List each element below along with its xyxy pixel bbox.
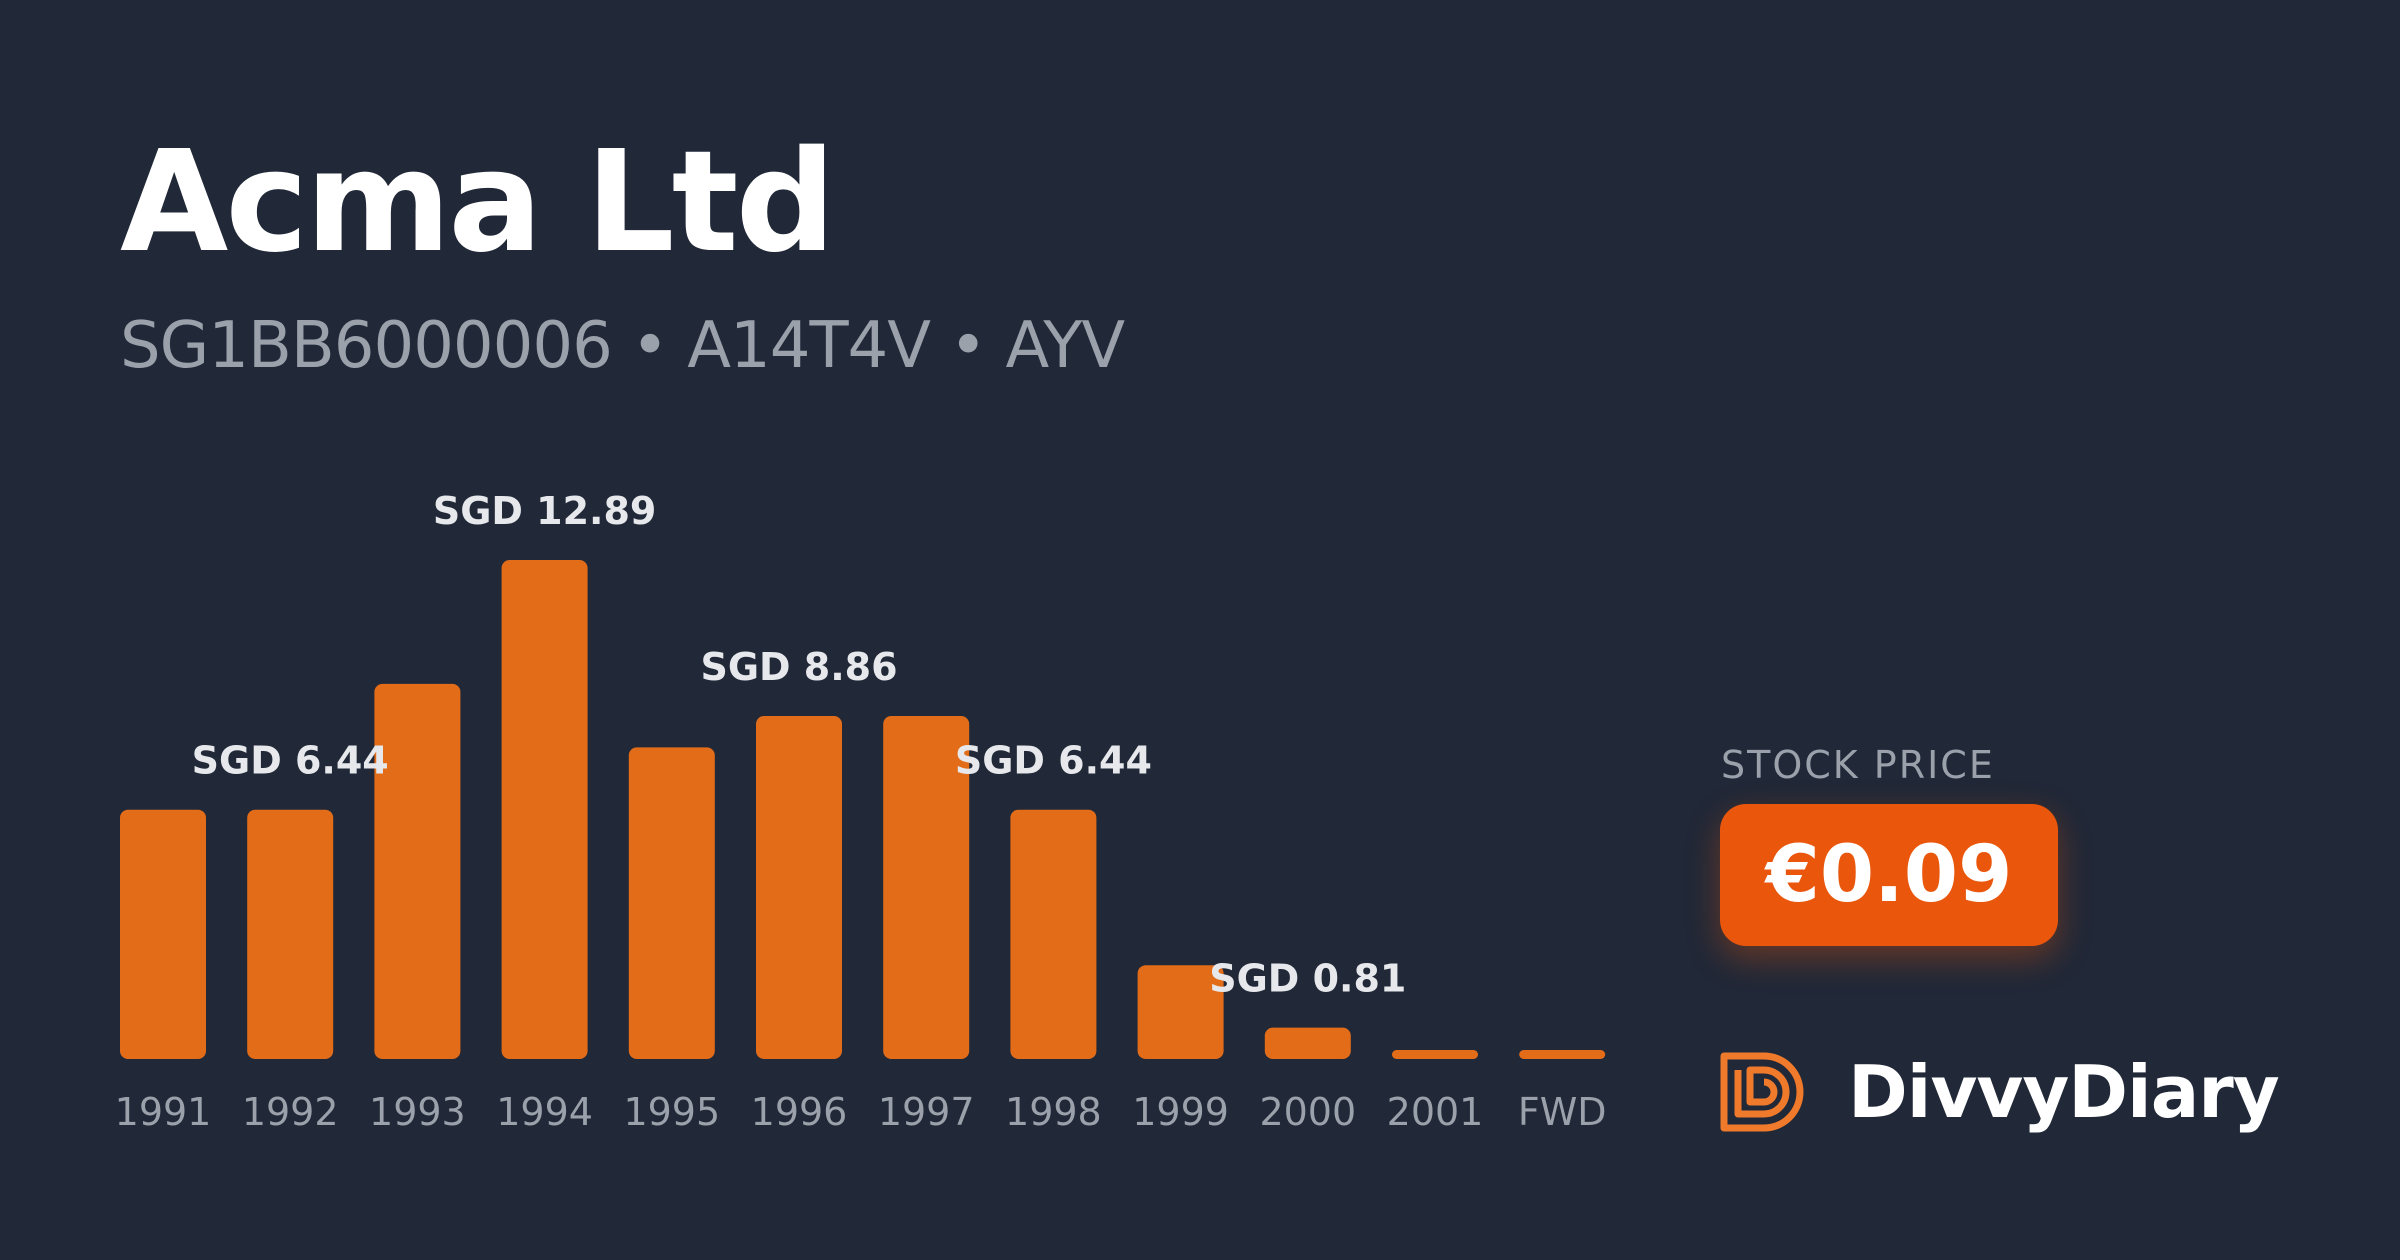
bar-1999 — [1137, 965, 1224, 1059]
x-tick-1991: 1991 — [115, 1090, 212, 1134]
bar-1996 — [756, 716, 842, 1059]
stock-price-badge: €0.09 — [1720, 804, 2058, 946]
x-tick-1999: 1999 — [1132, 1090, 1229, 1134]
data-label-1994: SGD 12.89 — [433, 489, 657, 533]
x-tick-2000: 2000 — [1259, 1090, 1356, 1134]
data-label-1998: SGD 6.44 — [955, 739, 1152, 783]
brand-name: DivvyDiary — [1848, 1050, 2280, 1134]
bar-1993 — [374, 683, 461, 1059]
bar-2001 — [1392, 1050, 1478, 1059]
x-tick-1992: 1992 — [242, 1090, 339, 1134]
x-tick-1995: 1995 — [623, 1090, 720, 1134]
data-label-1996: SGD 8.86 — [700, 645, 897, 689]
bar-1991 — [120, 809, 206, 1059]
stock-price-value: €0.09 — [1765, 830, 2013, 920]
data-label-2000: SGD 0.81 — [1209, 957, 1406, 1001]
bar-1995 — [628, 747, 715, 1059]
bar-1994 — [501, 560, 588, 1059]
bar-1992 — [247, 809, 334, 1059]
bar-1998 — [1010, 809, 1097, 1059]
dividend-bar-chart: 1991 1992 1993 1994 1995 1996 1997 1998 1999 2000… — [115, 489, 1607, 1134]
data-label-1992: SGD 6.44 — [192, 739, 389, 783]
divvydiary-logo-icon — [1720, 1052, 1804, 1132]
bar-FWD — [1519, 1050, 1606, 1059]
bar-2000 — [1264, 1027, 1351, 1059]
x-tick-1997: 1997 — [878, 1090, 975, 1134]
x-tick-FWD: FWD — [1518, 1090, 1607, 1134]
company-title: Acma Ltd — [120, 121, 836, 284]
x-tick-1998: 1998 — [1005, 1090, 1102, 1134]
bar-1997 — [883, 716, 970, 1059]
x-tick-1996: 1996 — [751, 1090, 848, 1134]
x-tick-1993: 1993 — [369, 1090, 466, 1134]
x-tick-1994: 1994 — [496, 1090, 593, 1134]
security-identifiers: SG1BB6000006 • A14T4V • AYV — [120, 309, 1125, 383]
stock-price-label: STOCK PRICE — [1721, 743, 1995, 787]
brand: DivvyDiary — [1720, 1050, 2280, 1134]
x-tick-2001: 2001 — [1387, 1090, 1484, 1134]
